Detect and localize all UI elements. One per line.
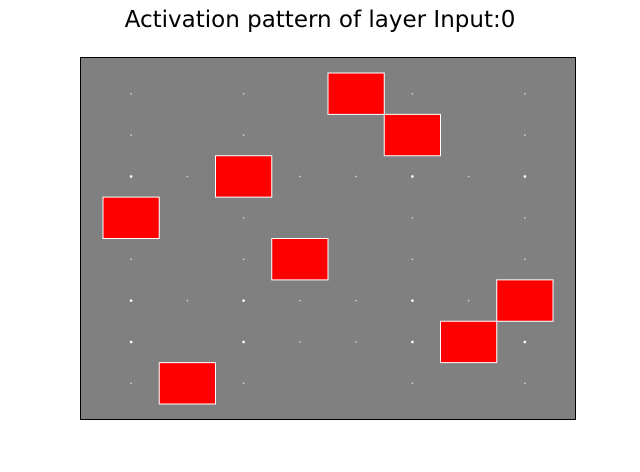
inactive-marker <box>299 299 301 302</box>
inactive-marker <box>299 341 301 343</box>
inactive-marker <box>130 258 132 260</box>
active-cells-group <box>102 72 554 405</box>
inactive-marker <box>411 92 414 95</box>
inactive-marker <box>523 175 527 178</box>
inactive-marker <box>129 340 133 344</box>
inactive-marker <box>186 175 189 178</box>
inactive-marker <box>524 258 526 260</box>
inactive-marker <box>242 382 245 385</box>
active-cell <box>271 238 329 281</box>
inactive-marker <box>411 217 414 219</box>
inactive-marker <box>411 258 414 260</box>
active-cell <box>383 113 441 157</box>
inactive-marker <box>524 134 526 136</box>
active-cell <box>496 279 554 322</box>
inactive-marker <box>467 299 470 302</box>
chart-title: Activation pattern of layer Input:0 <box>124 7 516 33</box>
inactive-marker <box>130 134 132 136</box>
inactive-marker <box>242 258 245 260</box>
inactive-marker <box>524 382 526 385</box>
inactive-marker <box>467 175 470 178</box>
inactive-marker <box>242 299 245 302</box>
inactive-marker <box>524 217 526 219</box>
active-cell <box>102 196 160 239</box>
inactive-marker <box>242 92 245 95</box>
inactive-marker <box>523 340 527 344</box>
active-cell <box>327 72 385 115</box>
inactive-marker <box>130 92 132 95</box>
inactive-marker <box>411 382 414 385</box>
plot-frame <box>80 57 576 420</box>
inactive-marker <box>411 340 414 344</box>
inactive-marker <box>129 299 133 302</box>
inactive-marker <box>186 299 189 302</box>
inactive-markers-group <box>129 92 527 385</box>
active-cell <box>158 362 216 405</box>
inactive-marker <box>242 134 245 136</box>
active-cell <box>215 155 273 198</box>
inactive-marker <box>524 92 526 95</box>
inactive-marker <box>411 299 414 302</box>
inactive-marker <box>129 175 133 178</box>
inactive-marker <box>299 175 301 178</box>
inactive-marker <box>130 382 132 385</box>
active-cell <box>440 320 498 364</box>
inactive-marker <box>355 341 357 343</box>
inactive-marker <box>242 340 245 344</box>
inactive-marker <box>242 217 245 219</box>
inactive-marker <box>411 175 414 178</box>
inactive-marker <box>355 299 357 302</box>
inactive-marker <box>355 175 357 178</box>
